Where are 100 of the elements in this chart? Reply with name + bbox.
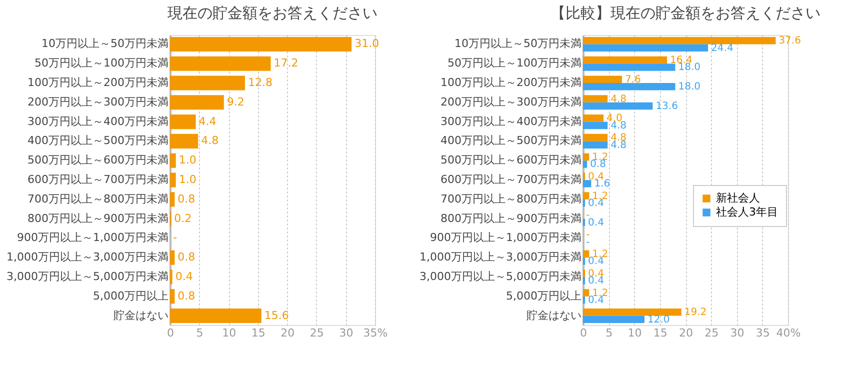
y-tick-label: 300万円以上～400万円未満 [440,114,582,128]
y-tick-label: 700万円以上～800万円未満 [440,192,582,206]
y-tick-label: 500万円以上～600万円未満 [28,154,168,167]
y-tick-label: 100万円以上～200万円未満 [28,76,168,90]
x-tick-label: 25 [310,326,324,340]
y-tick-label: 200万円以上～300万円未満 [440,95,582,108]
x-tick-label: 15 [251,326,266,340]
bar [583,56,668,64]
y-tick-label: 5,000万円以上 [506,289,582,302]
y-tick-label: 200万円以上～300万円未満 [28,95,168,108]
bar [170,134,198,148]
chart-title: 現在の貯金額をお答えください [168,4,378,22]
data-label: 9.2 [226,95,244,108]
y-tick-label: 5,000万円以上 [93,289,168,302]
bar [170,250,175,265]
y-tick-label: 900万円以上～1,000万円未満 [430,231,582,244]
data-label: 4.8 [201,134,219,148]
data-label: 12.8 [248,76,272,90]
data-label: 1.0 [178,173,196,186]
y-tick-label: 50万円以上～100万円未満 [34,56,168,70]
y-tick-label: 600万円以上～700万円未満 [440,173,582,186]
bar [583,308,682,316]
data-label: - [586,210,590,222]
data-label: - [173,231,177,244]
bar [170,192,175,207]
bar [583,180,592,188]
bar [583,160,588,168]
y-tick-label: 1,000万円以上～3,000万円未満 [6,250,168,264]
y-tick-label: 50万円以上～100万円未満 [448,56,582,70]
data-label: 0.2 [174,212,192,225]
bar [583,114,604,122]
y-tick-label: 100万円以上～200万円未満 [440,76,582,90]
bar [583,76,622,84]
data-label: 13.6 [656,101,678,112]
data-label: 4.4 [198,114,216,128]
y-tick-label: 500万円以上～600万円未満 [440,154,582,167]
bar [583,316,644,324]
y-tick-label: 600万円以上～700万円未満 [28,173,168,186]
bar [583,141,608,148]
bar [170,76,245,90]
y-tick-label: 貯金はない [114,308,168,322]
y-tick-label: 3,000万円以上～5,000万円未満 [6,270,168,283]
data-label: 0.8 [178,289,196,302]
data-label: 24.4 [711,42,734,54]
data-label: 0.8 [178,192,196,206]
y-tick-label: 900万円以上～1,000万円未満 [17,231,168,244]
data-label: 0.8 [178,250,196,264]
bar [170,153,176,168]
bar [583,192,590,200]
bar [170,308,262,324]
data-label: 19.2 [684,307,707,318]
y-tick-label: 10万円以上～50万円未満 [454,37,582,50]
y-tick-label: 400万円以上～500万円未満 [28,134,168,148]
data-label: 0.4 [588,217,604,228]
bar [583,289,590,296]
data-label: 4.8 [610,94,627,105]
legend-label: 新社会人 [716,192,760,204]
data-label: 31.0 [354,37,380,50]
y-tick-label: 貯金はない [526,308,582,322]
chart-title: 【比較】現在の貯金額をお答えください [550,4,820,22]
x-tick-label: 15 [653,326,668,340]
x-tick-label: 0 [580,326,587,340]
data-label: 15.6 [264,308,289,322]
bar [170,114,196,130]
y-tick-label: 800万円以上～900万円未満 [440,212,582,225]
data-label: 18.0 [678,62,701,74]
y-tick-label: 300万円以上～400万円未満 [28,114,168,128]
bar [583,83,676,90]
bar [170,36,352,52]
x-tick-label: 35% [363,326,388,340]
legend-label: 社会人3年目 [716,206,778,218]
data-label: 37.6 [778,36,801,47]
bar [583,153,590,161]
bar [170,56,271,71]
x-tick-label: 0 [167,326,174,340]
bar [583,36,776,44]
y-tick-label: 400万円以上～500万円未満 [440,134,582,148]
y-tick-label: 700万円以上～800万円未満 [28,192,168,206]
bar [170,95,224,110]
data-label: 0.4 [588,276,604,287]
bar [170,172,176,188]
y-tick-label: 3,000万円以上～5,000万円未満 [420,270,582,283]
bar [583,122,608,130]
data-label: 17.2 [274,56,298,70]
bar [583,64,676,71]
data-label: 18.0 [678,82,701,93]
y-tick-label: 10万円以上～50万円未満 [42,37,168,50]
x-tick-label: 30 [730,326,744,340]
bar [583,102,653,110]
x-tick-label: 35 [756,326,770,340]
data-label: 7.6 [624,74,641,86]
bar [583,134,608,142]
bar [583,44,708,52]
x-tick-label: 5 [606,326,613,340]
x-tick-label: 10 [628,326,642,340]
x-tick-label: 40% [776,326,801,340]
bar [583,250,590,258]
x-tick-label: 20 [679,326,693,340]
x-tick-label: 5 [196,326,204,340]
data-label: 0.4 [175,270,193,283]
